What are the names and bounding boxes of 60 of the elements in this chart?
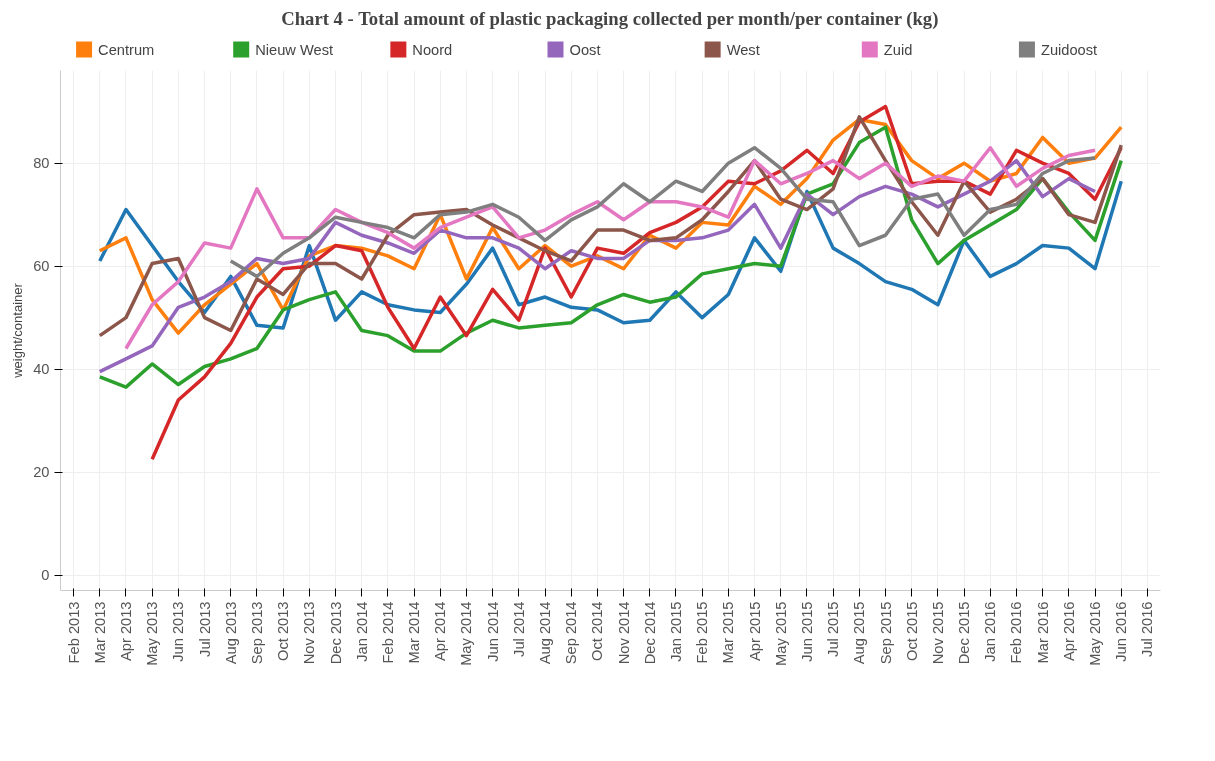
x-tick-label: Feb 2015 (694, 601, 711, 664)
x-tick-label: Nov 2015 (929, 601, 946, 665)
legend-label: Zuidoost (1040, 41, 1098, 58)
x-tick-label: Nov 2014 (615, 601, 632, 665)
x-tick-label: Jan 2015 (667, 601, 684, 662)
x-tick-label: May 2015 (772, 601, 789, 666)
legend-label: Oost (569, 41, 601, 58)
x-tick-label: Mar 2013 (91, 601, 108, 664)
x-tick-label: Mar 2015 (720, 601, 737, 664)
x-tick-label: Mar 2016 (1034, 601, 1051, 664)
x-tick-label: Dec 2014 (641, 601, 658, 665)
x-tick-label: May 2013 (144, 601, 161, 666)
x-tick-label: Mar 2014 (406, 601, 423, 664)
x-tick-label: Aug 2014 (537, 601, 554, 665)
y-tick-label: 0 (41, 567, 50, 584)
chart-title: Chart 4 - Total amount of plastic packaging collected per month/per container (kg) (281, 7, 939, 30)
x-tick-label: Dec 2013 (327, 601, 344, 665)
x-tick-label: Sep 2014 (563, 601, 580, 665)
x-tick-label: Apr 2014 (432, 601, 449, 661)
y-axis-title: weight/container (10, 282, 26, 379)
legend-label: Centrum (98, 41, 155, 58)
y-tick-label: 80 (33, 155, 50, 172)
x-tick-label: May 2014 (458, 601, 475, 666)
x-tick-label: Dec 2015 (956, 601, 973, 665)
x-tick-label: Aug 2015 (851, 601, 868, 665)
x-tick-label: Feb 2013 (65, 601, 82, 664)
x-tick-label: May 2016 (1087, 601, 1104, 666)
x-tick-label: Oct 2013 (275, 601, 292, 661)
legend-label: Nieuw West (255, 41, 334, 58)
x-tick-label: Jul 2016 (1139, 601, 1156, 657)
x-tick-label: Apr 2013 (117, 601, 134, 661)
x-tick-label: Sep 2013 (248, 601, 265, 665)
x-tick-label: Aug 2013 (222, 601, 239, 665)
y-tick-label: 40 (33, 361, 50, 378)
x-tick-label: Jan 2016 (982, 601, 999, 662)
x-tick-label: Jun 2015 (798, 601, 815, 662)
line-series (98, 125, 1123, 389)
line-series (228, 145, 1097, 279)
x-tick-label: Oct 2014 (589, 601, 606, 661)
line-series (98, 158, 1097, 374)
x-tick-label: Feb 2014 (379, 601, 396, 664)
x-tick-label: Feb 2016 (1008, 601, 1025, 664)
x-tick-label: Jul 2015 (825, 601, 842, 657)
x-tick-label: Apr 2015 (746, 601, 763, 661)
x-tick-label: Jul 2013 (196, 601, 213, 657)
y-tick-label: 60 (33, 258, 50, 275)
x-tick-label: Apr 2016 (1060, 601, 1077, 661)
x-tick-label: Jun 2016 (1113, 601, 1130, 662)
x-tick-label: Jun 2014 (484, 601, 501, 662)
y-tick-label: 20 (33, 464, 50, 481)
x-tick-label: Nov 2013 (301, 601, 318, 665)
legend-label: West (726, 41, 760, 58)
x-tick-label: Jan 2014 (353, 601, 370, 662)
x-tick-label: Oct 2015 (903, 601, 920, 661)
x-tick-label: Jun 2013 (170, 601, 187, 662)
x-tick-label: Sep 2015 (877, 601, 894, 665)
legend-label: Noord (412, 41, 453, 58)
x-tick-label: Jul 2014 (510, 601, 527, 657)
line-series (124, 145, 1097, 351)
legend-label: Zuid (883, 41, 913, 58)
